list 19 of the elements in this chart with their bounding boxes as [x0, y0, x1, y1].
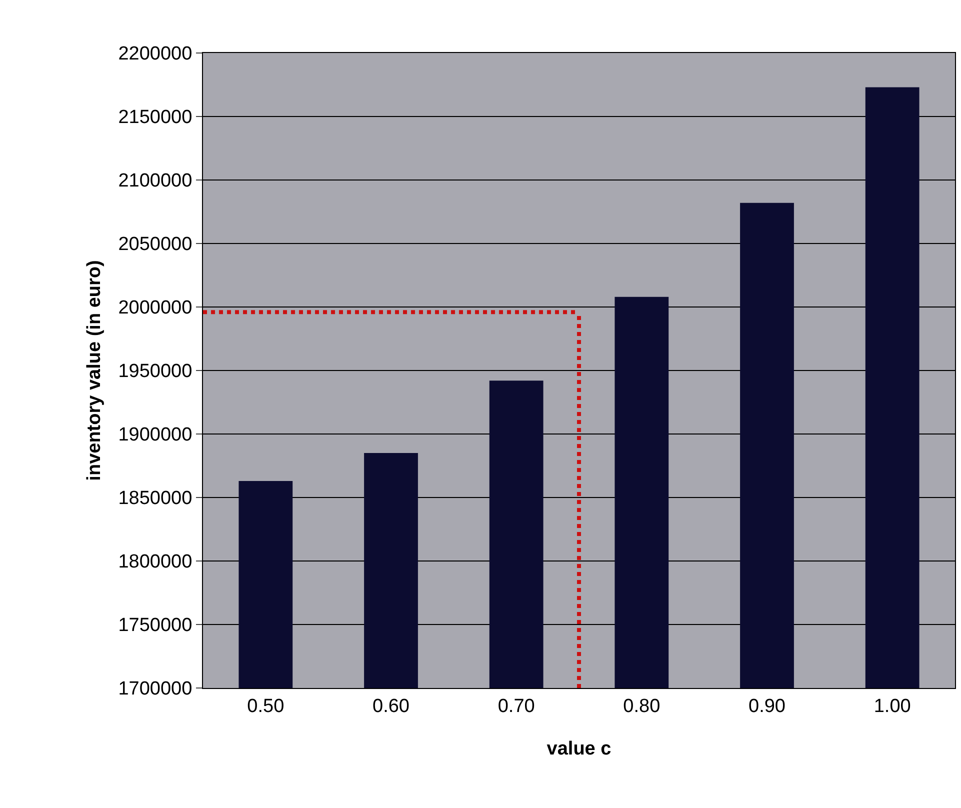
x-tick-label: 0.90 — [748, 696, 786, 717]
x-tick-label: 0.70 — [498, 696, 535, 717]
y-tick-label: 2100000 — [118, 170, 192, 192]
x-tick-label: 0.80 — [623, 696, 660, 717]
y-tick-label: 1800000 — [118, 552, 192, 573]
y-axis-title: inventory value (in euro) — [84, 260, 106, 481]
y-tick-label: 2200000 — [118, 44, 192, 65]
y-tick-label: 1900000 — [118, 424, 192, 446]
y-tick-label: 1750000 — [118, 615, 192, 636]
y-tick-label: 2150000 — [118, 107, 192, 128]
y-tick-label: 1850000 — [118, 488, 192, 510]
y-tick-label: 2050000 — [118, 234, 192, 256]
y-tick-label: 2000000 — [118, 298, 192, 319]
x-tick-label: 0.50 — [247, 696, 284, 717]
x-tick-label: 0.60 — [372, 696, 410, 717]
y-tick-label: 1700000 — [118, 678, 192, 700]
x-tick-label: 1.00 — [874, 696, 911, 717]
y-tick-label: 1950000 — [118, 361, 192, 382]
x-axis-title: value c — [546, 738, 612, 760]
